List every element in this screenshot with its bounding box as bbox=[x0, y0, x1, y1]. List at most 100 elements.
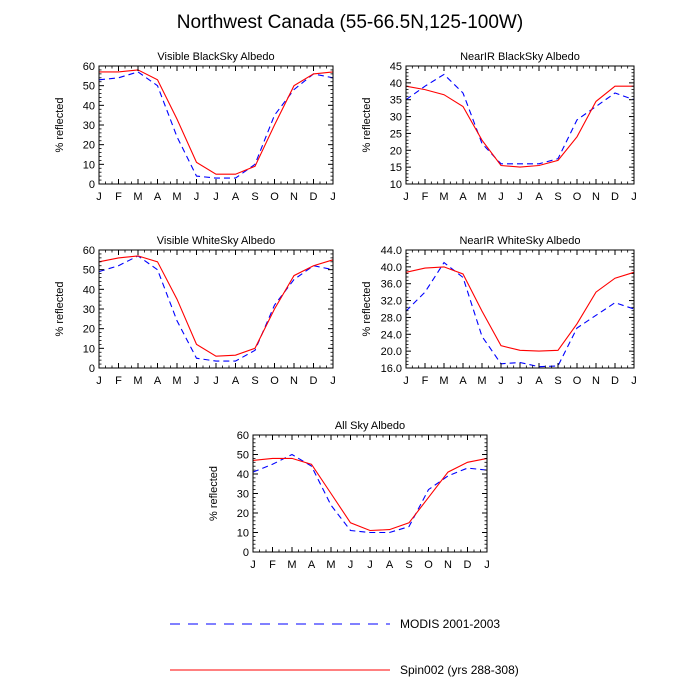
x-tick-label: J bbox=[250, 559, 256, 571]
x-tick-label: J bbox=[403, 375, 409, 387]
y-tick-label: 60 bbox=[83, 245, 95, 257]
y-tick-label: 32.0 bbox=[381, 296, 402, 308]
x-tick-label: F bbox=[115, 375, 122, 387]
y-tick-label: 20.0 bbox=[381, 346, 402, 358]
x-tick-label: D bbox=[464, 559, 472, 571]
series-line-spin002 bbox=[99, 69, 334, 175]
series-line-modis bbox=[405, 261, 635, 368]
x-tick-label: J bbox=[194, 375, 200, 387]
y-tick-label: 35 bbox=[390, 95, 402, 107]
x-tick-label: O bbox=[424, 559, 433, 571]
y-tick-label: 20 bbox=[83, 140, 95, 152]
y-tick-label: 15 bbox=[390, 162, 402, 174]
series-line-modis bbox=[252, 453, 488, 534]
x-tick-label: F bbox=[422, 375, 429, 387]
x-tick-label: F bbox=[115, 191, 122, 203]
x-tick-label: S bbox=[554, 375, 561, 387]
x-tick-label: D bbox=[611, 191, 619, 203]
y-tick-label: 44.0 bbox=[381, 245, 402, 257]
x-tick-label: J bbox=[498, 191, 504, 203]
x-tick-label: A bbox=[154, 375, 162, 387]
x-tick-label: O bbox=[573, 191, 582, 203]
x-tick-label: N bbox=[592, 375, 600, 387]
x-tick-label: M bbox=[133, 375, 142, 387]
x-tick-label: A bbox=[386, 559, 394, 571]
x-tick-label: M bbox=[326, 559, 335, 571]
x-tick-label: J bbox=[403, 191, 409, 203]
x-tick-label: J bbox=[213, 375, 219, 387]
series-line-modis bbox=[98, 255, 334, 362]
x-tick-label: J bbox=[330, 375, 336, 387]
x-tick-label: J bbox=[484, 559, 490, 571]
panel-title: All Sky Albedo bbox=[335, 420, 405, 432]
x-tick-label: F bbox=[269, 559, 276, 571]
x-tick-label: O bbox=[573, 375, 582, 387]
x-tick-label: S bbox=[405, 559, 412, 571]
x-tick-label: J bbox=[213, 191, 219, 203]
y-tick-label: 45 bbox=[390, 61, 402, 73]
x-tick-label: D bbox=[611, 375, 619, 387]
panel-title: Visible BlackSky Albedo bbox=[157, 51, 274, 63]
y-axis-label: % reflected bbox=[361, 97, 373, 152]
x-tick-label: J bbox=[517, 375, 523, 387]
series-line-spin002 bbox=[252, 457, 488, 532]
x-tick-label: J bbox=[498, 375, 504, 387]
panel-title: NearIR BlackSky Albedo bbox=[460, 51, 580, 63]
y-axis-label: % reflected bbox=[361, 281, 373, 336]
figure-title: Northwest Canada (55-66.5N,125-100W) bbox=[176, 12, 524, 33]
y-tick-label: 36.0 bbox=[381, 279, 402, 291]
series-line-spin002 bbox=[98, 255, 334, 357]
x-tick-label: F bbox=[422, 191, 429, 203]
plot-frame bbox=[98, 249, 334, 369]
y-tick-label: 10 bbox=[83, 159, 95, 171]
y-tick-label: 30 bbox=[83, 304, 95, 316]
y-tick-label: 40 bbox=[83, 100, 95, 112]
x-tick-label: M bbox=[439, 375, 448, 387]
x-tick-label: J bbox=[194, 191, 200, 203]
y-tick-label: 50 bbox=[83, 81, 95, 93]
x-tick-label: S bbox=[554, 191, 561, 203]
x-tick-label: A bbox=[232, 191, 240, 203]
y-tick-label: 10 bbox=[237, 528, 249, 540]
y-tick-label: 20 bbox=[237, 508, 249, 520]
y-tick-label: 0 bbox=[89, 363, 95, 375]
x-tick-label: O bbox=[270, 375, 279, 387]
legend: MODIS 2001-2003 Spin002 (yrs 288-308) bbox=[170, 617, 519, 677]
series-line-spin002 bbox=[405, 266, 635, 352]
x-tick-label: M bbox=[287, 559, 296, 571]
y-tick-label: 25 bbox=[390, 128, 402, 140]
x-tick-label: D bbox=[310, 375, 318, 387]
y-tick-label: 0 bbox=[89, 179, 95, 191]
x-tick-label: D bbox=[310, 191, 318, 203]
x-tick-label: M bbox=[172, 191, 181, 203]
x-tick-label: J bbox=[367, 559, 373, 571]
x-tick-label: S bbox=[251, 375, 258, 387]
y-tick-label: 10 bbox=[83, 343, 95, 355]
x-tick-label: M bbox=[172, 375, 181, 387]
x-tick-label: A bbox=[535, 191, 543, 203]
series-line-modis bbox=[405, 73, 635, 165]
y-tick-label: 30 bbox=[83, 120, 95, 132]
x-tick-label: N bbox=[290, 375, 298, 387]
y-tick-label: 40 bbox=[390, 78, 402, 90]
x-tick-label: J bbox=[631, 191, 637, 203]
x-tick-label: J bbox=[517, 191, 523, 203]
y-tick-label: 16.0 bbox=[381, 363, 402, 375]
x-tick-label: O bbox=[270, 191, 279, 203]
legend-label-spin002: Spin002 (yrs 288-308) bbox=[400, 663, 519, 677]
legend-label-modis: MODIS 2001-2003 bbox=[400, 617, 500, 631]
x-tick-label: J bbox=[96, 375, 102, 387]
y-tick-label: 50 bbox=[237, 450, 249, 462]
x-tick-label: A bbox=[459, 191, 467, 203]
plot-frame bbox=[252, 434, 488, 553]
x-tick-label: J bbox=[96, 191, 102, 203]
panel-title: NearIR WhiteSky Albedo bbox=[459, 235, 580, 247]
x-tick-label: J bbox=[330, 191, 336, 203]
series-line-modis bbox=[98, 71, 334, 179]
x-tick-label: A bbox=[459, 375, 467, 387]
y-tick-label: 50 bbox=[83, 265, 95, 277]
